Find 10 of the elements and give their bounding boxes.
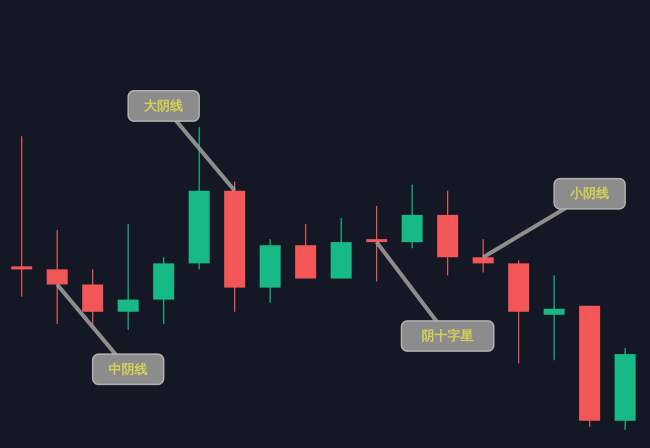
candlestick — [46, 229, 68, 324]
candlestick — [11, 136, 32, 298]
candlestick — [118, 223, 139, 331]
annotation: 中阴线 — [108, 362, 148, 378]
candlestick — [544, 274, 565, 361]
text: 大阴线 — [144, 98, 184, 114]
candlestick — [472, 238, 494, 274]
candlestick — [366, 205, 388, 282]
annotation: 小阴线 — [569, 186, 610, 202]
annotation: 阴十字星 — [422, 328, 474, 344]
